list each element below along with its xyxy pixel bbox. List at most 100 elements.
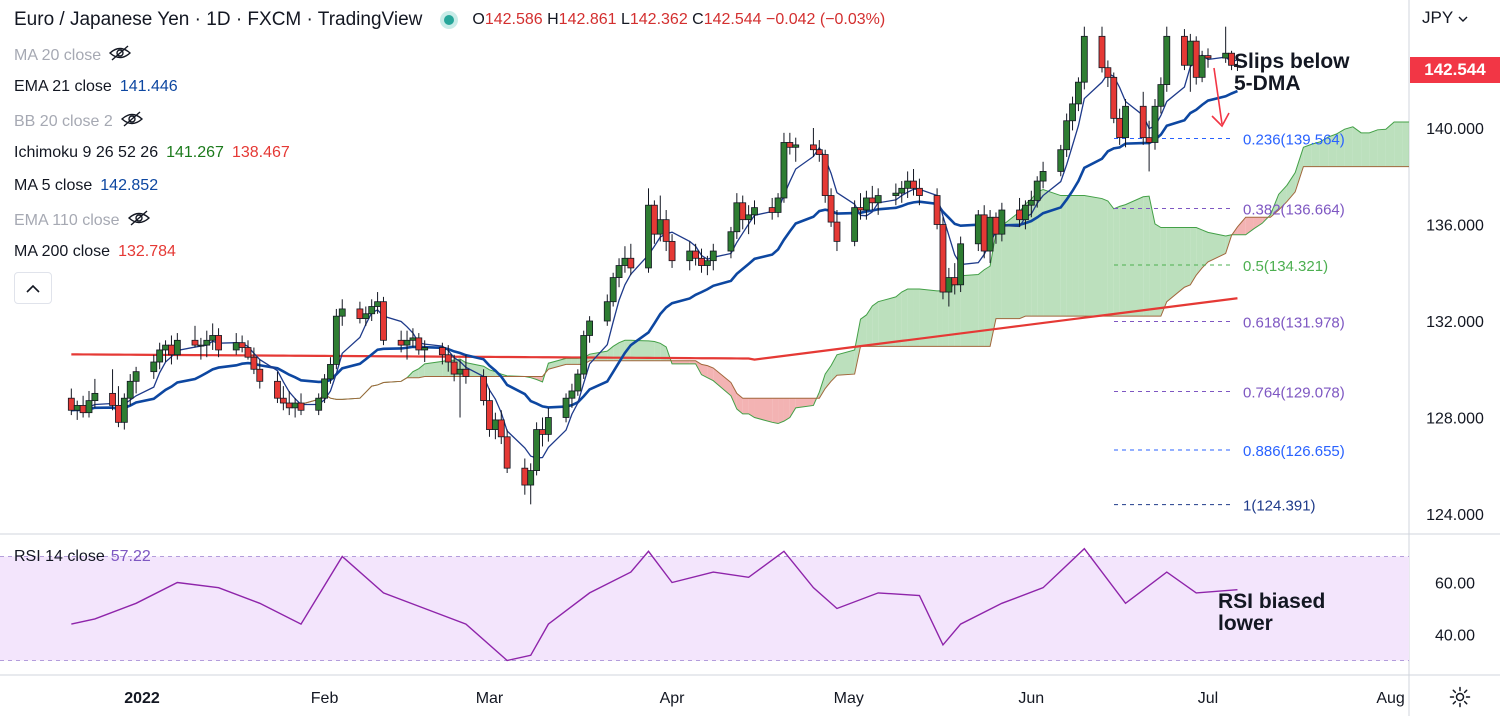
candle <box>115 386 122 428</box>
candle-body <box>898 187 906 194</box>
ichimoku-cloud-segment <box>860 314 867 347</box>
candle-body <box>910 180 917 189</box>
candle <box>480 369 487 406</box>
candle-body <box>904 180 912 189</box>
candle-body <box>692 250 700 259</box>
indicator-row[interactable]: MA 200 close 132.784 <box>14 243 176 261</box>
indicator-name[interactable]: EMA 21 close <box>14 78 112 95</box>
candle <box>868 185 876 211</box>
indicator-row[interactable]: Ichimoku 9 26 52 26 141.267 138.467 <box>14 144 290 162</box>
candle <box>444 345 452 372</box>
annotation-5dma: Slips below 5-DMA <box>1234 51 1350 95</box>
ichimoku-cloud-segment <box>831 354 837 382</box>
market-status-icon[interactable] <box>444 15 455 25</box>
collapse-legend-button[interactable] <box>14 272 52 304</box>
candle-body <box>486 400 493 430</box>
rsi-band-fill <box>0 556 1409 661</box>
candle <box>1139 91 1147 145</box>
ichimoku-cloud-segment <box>1237 217 1246 235</box>
candle <box>491 412 499 440</box>
candle-body <box>332 315 340 365</box>
candle-body <box>297 402 305 411</box>
candle <box>892 183 900 206</box>
candle <box>568 383 576 408</box>
time-tick-label: Aug <box>1376 690 1404 707</box>
hidden-eye-icon[interactable] <box>120 111 143 132</box>
hidden-eye-icon[interactable] <box>127 210 150 231</box>
indicator-name[interactable]: MA 5 close <box>14 177 93 194</box>
ichimoku-cloud-segment <box>866 305 873 347</box>
candle <box>1057 144 1065 177</box>
time-tick-label: Jul <box>1198 690 1218 707</box>
indicator-name[interactable]: MA 20 close <box>14 46 102 64</box>
indicator-name[interactable]: Ichimoku 9 26 52 26 <box>14 144 159 161</box>
ichimoku-cloud-segment <box>1253 217 1263 229</box>
currency-selector[interactable]: JPY <box>1422 8 1468 28</box>
candle <box>1157 77 1165 114</box>
candle <box>1192 36 1200 85</box>
indicator-row[interactable]: MA 20 close <box>14 45 132 66</box>
candle-body <box>810 144 817 151</box>
candle-body <box>1145 137 1153 143</box>
ichimoku-cloud-segment <box>1278 185 1287 211</box>
change-value: −0.042 (−0.03%) <box>766 11 886 28</box>
fib-level-label: 0.886(126.655) <box>1243 443 1345 460</box>
candle-body <box>627 257 635 269</box>
candle-body <box>892 192 900 196</box>
candle-body <box>1151 105 1159 143</box>
candle <box>1228 50 1235 71</box>
candle-body <box>992 216 1000 235</box>
fib-level-label: 0.618(131.978) <box>1243 315 1345 332</box>
indicator-row[interactable]: EMA 110 close <box>14 210 150 231</box>
rsi-legend: RSI 14 close 57.22 <box>14 548 151 566</box>
candle <box>774 193 782 218</box>
gear-icon[interactable] <box>1448 685 1472 709</box>
ichimoku-cloud-segment <box>1160 227 1167 317</box>
candle-body <box>727 231 735 252</box>
candle-body <box>1080 35 1088 83</box>
ichimoku-cloud-segment <box>942 290 949 347</box>
candle-body <box>232 342 240 351</box>
indicator-name[interactable]: MA 200 close <box>14 243 111 260</box>
candle <box>126 374 134 406</box>
indicator-name[interactable]: BB 20 close 2 <box>14 112 113 130</box>
candle-body <box>409 337 417 341</box>
candle-body <box>256 368 264 382</box>
candle <box>1122 99 1129 148</box>
candle-body <box>980 214 988 252</box>
open-value: 142.586 <box>484 11 543 28</box>
symbol-title[interactable]: Euro / Japanese Yen · 1D · FXCM · Tradin… <box>14 9 423 30</box>
candle <box>67 388 75 416</box>
candle <box>168 335 175 365</box>
candle-body <box>786 142 794 148</box>
candle-body <box>568 390 576 399</box>
rsi-tick-label: 40.00 <box>1435 628 1475 645</box>
rsi-name[interactable]: RSI 14 close <box>14 548 105 565</box>
candle-body <box>450 361 458 375</box>
indicator-row[interactable]: MA 5 close 142.852 <box>14 177 158 195</box>
candle <box>1116 108 1124 145</box>
ichimoku-cloud-segment <box>1344 126 1353 167</box>
candle-body <box>338 308 346 317</box>
candle-body <box>203 339 211 346</box>
indicator-name[interactable]: EMA 110 close <box>14 211 120 229</box>
ichimoku-cloud-segment <box>1031 191 1038 317</box>
candle-body <box>321 378 328 399</box>
candle-body <box>315 397 323 411</box>
ichimoku-cloud-segment <box>895 292 902 347</box>
indicator-row[interactable]: EMA 21 close 141.446 <box>14 78 178 96</box>
indicator-row[interactable]: BB 20 close 2 <box>14 111 143 132</box>
ema21-line <box>71 89 1238 412</box>
ichimoku-cloud-segment <box>1385 121 1395 167</box>
candle <box>85 390 93 418</box>
candle <box>998 202 1006 242</box>
candle <box>1069 96 1076 131</box>
ichimoku-cloud-segment <box>1361 132 1370 167</box>
ichimoku-cloud-segment <box>571 358 578 365</box>
ichimoku-cloud-segment <box>1369 129 1378 167</box>
candle-body <box>462 368 470 377</box>
ichimoku-cloud-segment <box>1196 227 1203 276</box>
candle-body <box>73 405 81 411</box>
hidden-eye-icon[interactable] <box>109 45 132 66</box>
